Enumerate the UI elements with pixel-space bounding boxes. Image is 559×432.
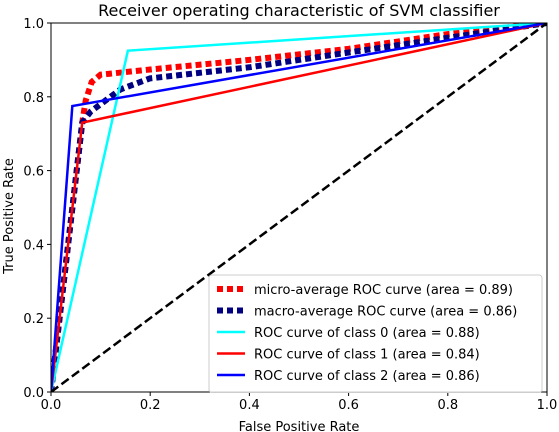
legend-label: macro-average ROC curve (area = 0.86) bbox=[254, 305, 517, 320]
x-tick-label: 0.4 bbox=[239, 398, 260, 413]
chart-title: Receiver operating characteristic of SVM… bbox=[98, 1, 500, 20]
series-line-1 bbox=[51, 23, 547, 392]
y-tick-label: 0.6 bbox=[23, 165, 44, 180]
legend: micro-average ROC curve (area = 0.89) mac… bbox=[208, 274, 543, 393]
y-tick-label: 0.2 bbox=[23, 312, 44, 327]
x-tick-label: 0.2 bbox=[140, 398, 161, 413]
legend-label: ROC curve of class 2 (area = 0.86) bbox=[254, 369, 480, 384]
series-line-0 bbox=[51, 23, 547, 392]
x-tick-label: 0.0 bbox=[41, 398, 62, 413]
series-line-4 bbox=[51, 23, 547, 392]
y-tick-label: 0.4 bbox=[23, 238, 44, 253]
plot-area bbox=[51, 23, 547, 392]
y-tick-label: 0.0 bbox=[23, 386, 44, 401]
y-tick-label: 0.8 bbox=[23, 91, 44, 106]
series-line-5 bbox=[51, 23, 547, 392]
legend-label: micro-average ROC curve (area = 0.89) bbox=[254, 283, 513, 298]
legend-box bbox=[208, 274, 543, 393]
series-line-3 bbox=[51, 23, 547, 392]
y-axis-label: True Positive Rate bbox=[2, 158, 17, 275]
x-tick-label: 1.0 bbox=[537, 398, 558, 413]
x-axis-label: False Positive Rate bbox=[239, 420, 360, 432]
x-tick-label: 0.6 bbox=[338, 398, 359, 413]
legend-label: ROC curve of class 0 (area = 0.88) bbox=[254, 326, 480, 341]
x-tick-label: 0.8 bbox=[437, 398, 458, 413]
series-line-2 bbox=[51, 23, 547, 392]
y-tick-label: 1.0 bbox=[23, 17, 44, 32]
legend-label: ROC curve of class 1 (area = 0.84) bbox=[254, 348, 480, 363]
